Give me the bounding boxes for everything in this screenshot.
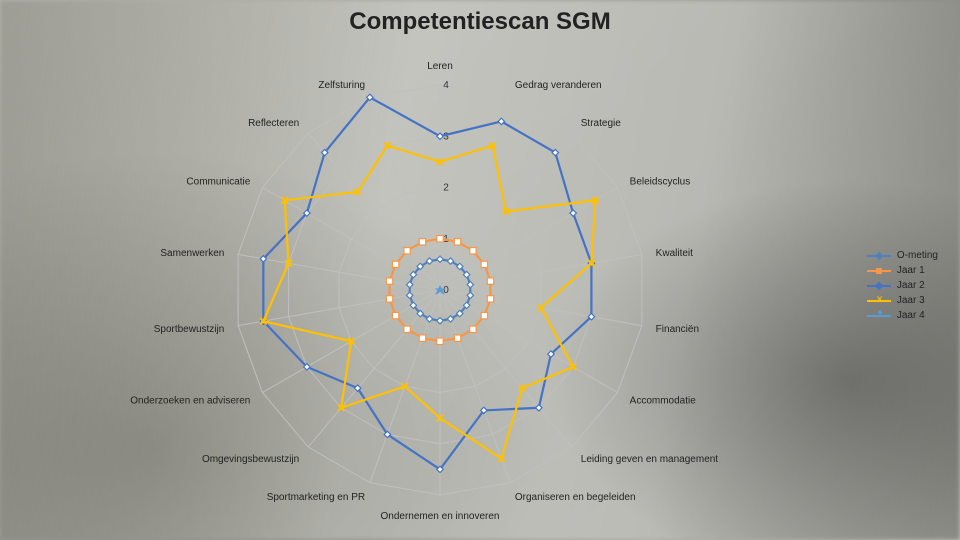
legend-item: ✦Jaar 4 <box>867 310 938 321</box>
legend-item: O-meting <box>867 250 938 261</box>
legend: O-meting Jaar 1 Jaar 2 ✕Jaar 3 ✦Jaar 4 <box>867 250 938 325</box>
legend-item: Jaar 2 <box>867 280 938 291</box>
svg-text:4: 4 <box>443 80 449 91</box>
axis-label: Zelfsturing <box>318 80 365 91</box>
svg-text:2: 2 <box>443 183 449 194</box>
axis-label: Gedrag veranderen <box>515 80 602 91</box>
axis-label: Ondernemen en innoveren <box>381 511 500 522</box>
axis-label: Samenwerken <box>160 248 224 259</box>
legend-label: Jaar 2 <box>897 280 925 291</box>
series-Jaar 2 <box>263 97 591 469</box>
legend-label: Jaar 4 <box>897 310 925 321</box>
axis-label: Reflecteren <box>248 118 299 129</box>
radar-chart: 01234LerenGedrag veranderenStrategieBele… <box>50 30 830 540</box>
axis-label: Kwaliteit <box>656 248 693 259</box>
axis-label: Financiën <box>656 324 699 335</box>
legend-label: Jaar 1 <box>897 265 925 276</box>
axis-label: Sportbewustzijn <box>154 324 225 335</box>
axis-label: Leren <box>427 61 453 72</box>
legend-label: Jaar 3 <box>897 295 925 306</box>
axis-label: Sportmarketing en PR <box>267 492 365 503</box>
axis-label: Omgevingsbewustzijn <box>202 454 299 465</box>
axis-label: Accommodatie <box>630 396 697 407</box>
axis-label: Onderzoeken en adviseren <box>130 396 250 407</box>
axis-label: Communicatie <box>186 177 250 188</box>
legend-item: ✕Jaar 3 <box>867 295 938 306</box>
axis-label: Beleidscyclus <box>630 177 691 188</box>
axis-label: Strategie <box>581 118 621 129</box>
axis-label: Leiding geven en management <box>581 454 719 465</box>
legend-label: O-meting <box>897 250 938 261</box>
legend-item: Jaar 1 <box>867 265 938 276</box>
axis-label: Organiseren en begeleiden <box>515 492 636 503</box>
svg-text:3: 3 <box>443 131 449 142</box>
